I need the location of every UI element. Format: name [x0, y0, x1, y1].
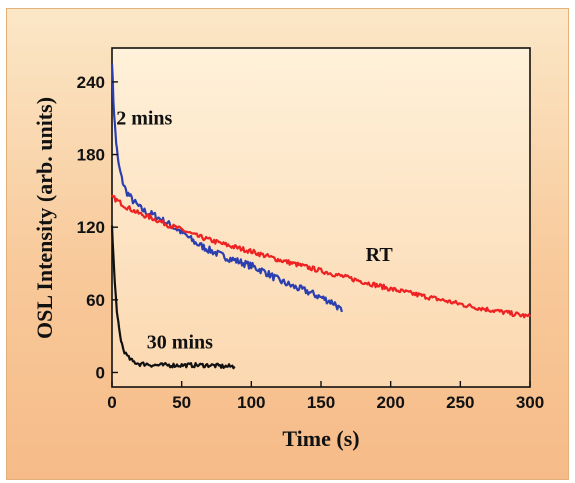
series-line-rt: [111, 194, 531, 319]
y-tick-label: 0: [96, 363, 105, 382]
data-curves: [110, 63, 531, 370]
x-tick-label: 50: [172, 393, 191, 412]
x-tick-label: 150: [307, 393, 335, 412]
y-tick-label: 240: [77, 73, 105, 92]
x-axis-title: Time (s): [282, 426, 359, 451]
y-tick-label: 120: [77, 218, 105, 237]
series-label-rt: RT: [366, 244, 394, 266]
x-tick-label: 250: [446, 393, 474, 412]
x-tick-label: 300: [516, 393, 544, 412]
series-label-30-mins: 30 mins: [147, 331, 213, 353]
plot-area: [111, 47, 531, 388]
series-label-2-mins: 2 mins: [116, 107, 172, 129]
series-labels: 2 mins RT 30 mins: [116, 107, 393, 353]
series-line-30-mins: [110, 225, 236, 370]
y-tick-label: 180: [77, 146, 105, 165]
x-axis-ticks: 0 50 100 150 200 250 300: [107, 381, 544, 412]
x-tick-label: 200: [376, 393, 404, 412]
x-tick-label: 0: [107, 393, 116, 412]
y-axis-ticks: 0 60 120 180 240: [77, 73, 118, 382]
y-axis-title: OSL Intensity (arb. units): [32, 97, 57, 339]
y-tick-label: 60: [86, 291, 105, 310]
x-tick-label: 100: [237, 393, 265, 412]
